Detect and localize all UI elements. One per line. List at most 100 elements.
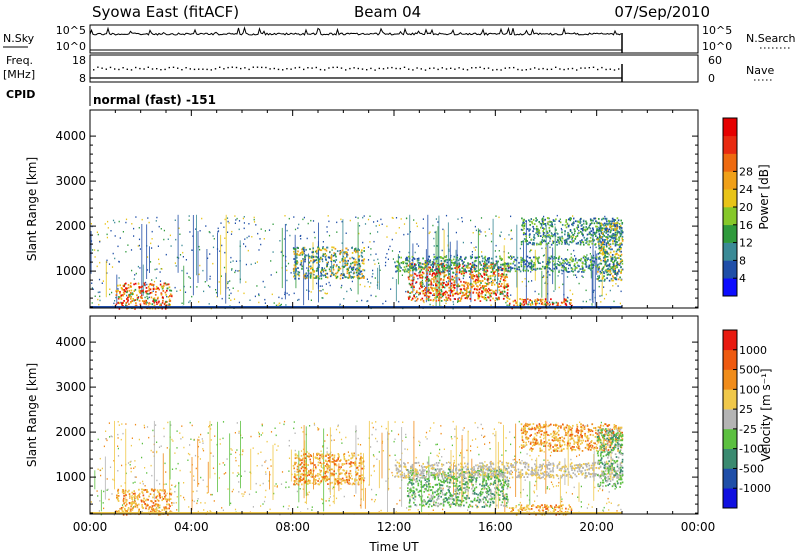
echo-cell: [323, 253, 326, 256]
echo-cell: [152, 285, 155, 287]
echo-cell: [332, 268, 335, 271]
echo-cell: [600, 237, 603, 239]
echo-streak: [333, 458, 335, 505]
echo-cell: [463, 285, 466, 288]
echo-cell: [548, 274, 550, 276]
echo-cell: [176, 447, 178, 449]
echo-cell: [106, 489, 108, 491]
echo-cell: [306, 237, 308, 240]
echo-cell: [297, 299, 299, 301]
echo-cell: [394, 261, 396, 264]
echo-cell: [504, 262, 506, 264]
echo-cell: [346, 290, 348, 293]
echo-cell: [580, 429, 582, 431]
echo-cell: [519, 477, 521, 479]
echo-cell: [453, 298, 455, 300]
echo-cell: [568, 218, 570, 221]
echo-cell: [571, 237, 574, 239]
echo-cell: [603, 297, 606, 300]
echo-cell: [430, 286, 432, 289]
echo-cell: [317, 429, 319, 431]
echo-cell: [535, 228, 538, 230]
echo-cell: [433, 276, 435, 279]
echo-cell: [459, 258, 462, 261]
echo-cell: [350, 271, 352, 274]
echo-cell: [345, 251, 347, 253]
freq-point: [290, 68, 292, 70]
echo-cell: [599, 262, 601, 265]
echo-cell: [221, 244, 223, 247]
echo-cell: [616, 275, 618, 277]
echo-cell: [357, 248, 359, 250]
echo-cell: [349, 466, 351, 468]
echo-cell: [183, 446, 185, 449]
echo-cell: [315, 270, 318, 272]
echo-cell: [530, 262, 533, 265]
echo-cell: [99, 500, 101, 502]
echo-cell: [126, 298, 128, 300]
echo-cell: [133, 278, 135, 280]
echo-cell: [438, 299, 441, 302]
echo-cell: [328, 465, 330, 467]
echo-cell: [532, 219, 535, 221]
echo-cell: [612, 261, 614, 263]
echo-cell: [490, 275, 492, 277]
echo-cell: [486, 283, 488, 285]
echo-cell: [608, 222, 611, 225]
echo-cell: [557, 304, 559, 307]
echo-cell: [563, 260, 566, 263]
echo-cell: [475, 504, 477, 506]
freq-point: [571, 67, 574, 70]
echo-cell: [333, 263, 335, 266]
echo-cell: [577, 226, 580, 228]
echo-cell: [164, 282, 167, 285]
echo-cell: [297, 227, 299, 229]
echo-cell: [182, 256, 184, 258]
echo-cell: [354, 248, 356, 250]
echo-cell: [411, 282, 414, 285]
echo-cell: [604, 251, 607, 253]
echo-cell: [600, 484, 602, 486]
echo-cell: [604, 262, 607, 265]
echo-cell: [154, 268, 156, 271]
echo-cell: [596, 222, 598, 225]
echo-cell: [378, 224, 380, 226]
freq-point: [345, 69, 347, 71]
echo-cell: [458, 285, 461, 287]
echo-cell: [612, 228, 615, 231]
echo-streak: [470, 268, 472, 303]
echo-cell: [503, 263, 505, 266]
echo-cell: [328, 500, 330, 502]
echo-cell: [234, 271, 236, 274]
echo-cell: [160, 303, 162, 305]
echo-cell: [241, 453, 243, 456]
echo-cell: [571, 238, 573, 241]
echo-cell: [561, 235, 563, 238]
echo-cell: [461, 267, 463, 269]
freq-point: [525, 69, 527, 71]
echo-cell: [271, 293, 273, 296]
echo-cell: [502, 279, 505, 281]
echo-cell: [91, 302, 93, 304]
echo-cell: [461, 217, 463, 219]
echo-cell: [407, 255, 410, 258]
echo-cell: [506, 276, 508, 279]
echo-cell: [616, 243, 618, 246]
echo-streak: [554, 226, 556, 291]
echo-cell: [601, 249, 603, 252]
echo-cell: [439, 263, 441, 266]
echo-cell: [285, 265, 287, 267]
echo-cell: [252, 447, 254, 449]
echo-cell: [357, 268, 360, 271]
echo-cell: [168, 286, 171, 289]
echo-cell: [163, 483, 165, 486]
echo-cell: [127, 299, 129, 302]
echo-cell: [537, 299, 539, 301]
echo-cell: [90, 501, 92, 503]
echo-cell: [314, 259, 316, 262]
echo-cell: [375, 253, 377, 255]
echo-cell: [464, 256, 467, 259]
echo-cell: [191, 295, 193, 298]
echo-cell: [592, 256, 595, 259]
echo-streak: [409, 214, 411, 276]
